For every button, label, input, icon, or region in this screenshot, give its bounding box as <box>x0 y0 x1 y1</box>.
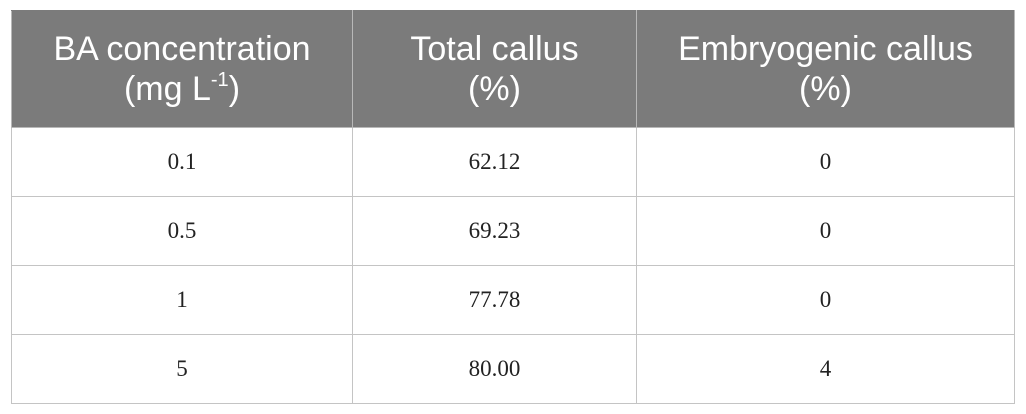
ba-concentration-table: BA concentration (mg L-1) Total callus (… <box>11 10 1015 404</box>
column-header-total-callus: Total callus (%) <box>352 10 637 128</box>
header-unit-superscript: -1 <box>210 69 229 91</box>
header-unit-suffix: ) <box>228 70 241 108</box>
header-line: Embryogenic callus <box>678 30 973 68</box>
header-row: BA concentration (mg L-1) Total callus (… <box>11 10 1015 128</box>
cell-ba-concentration: 5 <box>11 334 353 404</box>
data-table-container: BA concentration (mg L-1) Total callus (… <box>11 10 1015 404</box>
table-row: 1 77.78 0 <box>11 265 1015 335</box>
header-line: (%) <box>799 70 852 108</box>
header-line: Total callus <box>410 30 579 68</box>
cell-ba-concentration: 0.5 <box>11 196 353 266</box>
cell-total-callus: 80.00 <box>352 334 637 404</box>
cell-embryogenic-callus: 0 <box>636 196 1015 266</box>
cell-total-callus: 69.23 <box>352 196 637 266</box>
cell-ba-concentration: 0.1 <box>11 127 353 197</box>
column-header-embryogenic-callus: Embryogenic callus (%) <box>636 10 1015 128</box>
table-row: 0.1 62.12 0 <box>11 127 1015 197</box>
header-line: (%) <box>468 70 521 108</box>
header-unit-prefix: (mg L <box>123 70 211 108</box>
cell-total-callus: 62.12 <box>352 127 637 197</box>
table-row: 5 80.00 4 <box>11 334 1015 404</box>
cell-total-callus: 77.78 <box>352 265 637 335</box>
column-header-ba-concentration: BA concentration (mg L-1) <box>11 10 353 128</box>
table-body: 0.1 62.12 0 0.5 69.23 0 1 77.78 0 5 80.0… <box>11 127 1015 404</box>
cell-embryogenic-callus: 0 <box>636 265 1015 335</box>
table-header: BA concentration (mg L-1) Total callus (… <box>11 10 1015 128</box>
header-line: BA concentration <box>53 30 311 68</box>
table-row: 0.5 69.23 0 <box>11 196 1015 266</box>
header-line: (mg L-1) <box>18 69 346 109</box>
cell-ba-concentration: 1 <box>11 265 353 335</box>
cell-embryogenic-callus: 0 <box>636 127 1015 197</box>
cell-embryogenic-callus: 4 <box>636 334 1015 404</box>
